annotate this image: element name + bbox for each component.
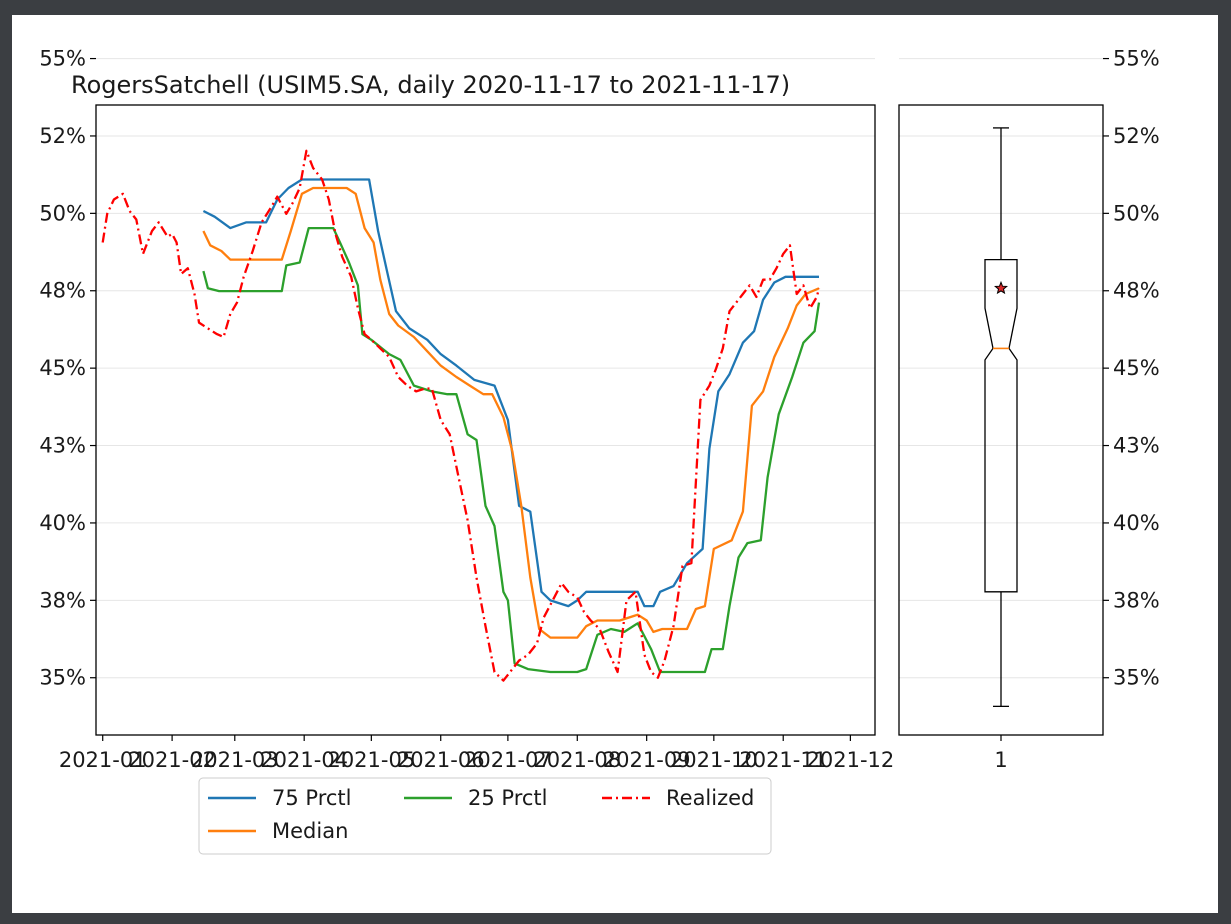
main-y-axis: 35% 38% 40% 43% 45% 48% 50% 52% 55% xyxy=(39,47,96,690)
box-plot-group xyxy=(984,127,1018,708)
series-line-median xyxy=(202,186,820,639)
box-y-axis: 35% 38% 40% 43% 45% 48% 50% 52% 55% xyxy=(1103,47,1160,690)
chart-svg: RogersSatchell (USIM5.SA, daily 2020-11-… xyxy=(39,47,1160,855)
main-y-tick-label: 45% xyxy=(39,356,86,380)
main-y-tick-label: 40% xyxy=(39,511,86,535)
main-x-tick-label: 2021-08 xyxy=(533,748,621,772)
main-series-group xyxy=(101,149,821,682)
box-body xyxy=(984,258,1018,593)
main-axes-frame xyxy=(95,104,876,736)
box-y-tick-label: 48% xyxy=(1113,279,1160,303)
main-x-tick-label: 2021-05 xyxy=(327,748,415,772)
box-y-tick-label: 38% xyxy=(1113,588,1160,612)
figure-canvas: RogersSatchell (USIM5.SA, daily 2020-11-… xyxy=(12,15,1218,913)
main-x-tick-label: 2021-07 xyxy=(464,748,552,772)
legend-label-75-prctl: 75 Prctl xyxy=(272,786,351,810)
main-y-tick-label: 43% xyxy=(39,434,86,458)
box-x-axis: 1 xyxy=(994,735,1008,772)
main-x-tick-label: 2021-06 xyxy=(397,748,485,772)
box-y-tick-label: 55% xyxy=(1113,47,1160,71)
main-x-tick-label: 2021-11 xyxy=(739,748,827,772)
main-x-tick-label: 2021-10 xyxy=(670,748,758,772)
box-y-tick-label: 45% xyxy=(1113,356,1160,380)
main-x-tick-label: 2021-04 xyxy=(260,748,348,772)
main-y-tick-label: 35% xyxy=(39,666,86,690)
main-x-tick-label: 2021-01 xyxy=(59,748,147,772)
main-gridlines xyxy=(96,58,875,679)
legend-label-25-prctl: 25 Prctl xyxy=(468,786,547,810)
main-x-tick-label: 2021-02 xyxy=(128,748,216,772)
main-x-tick-label: 2021-12 xyxy=(807,748,895,772)
main-y-tick-label: 52% xyxy=(39,124,86,148)
main-x-axis: 2021-012021-022021-032021-042021-052021-… xyxy=(59,735,894,772)
series-line-75-prctl xyxy=(202,178,819,608)
box-y-tick-label: 52% xyxy=(1113,124,1160,148)
legend: 75 Prctl Median 25 Prctl Realized xyxy=(198,777,772,855)
box-x-tick-label: 1 xyxy=(994,748,1007,772)
box-y-tick-label: 40% xyxy=(1113,511,1160,535)
series-line-25-prctl xyxy=(202,226,821,674)
box-y-tick-label: 50% xyxy=(1113,201,1160,225)
legend-label-median: Median xyxy=(272,819,348,843)
main-y-tick-label: 55% xyxy=(39,47,86,71)
main-y-tick-label: 50% xyxy=(39,201,86,225)
main-x-tick-label: 2021-03 xyxy=(191,748,279,772)
series-line-realized xyxy=(101,149,821,682)
box-y-tick-label: 35% xyxy=(1113,666,1160,690)
main-y-tick-label: 38% xyxy=(39,588,86,612)
box-mean-star-icon xyxy=(994,280,1008,295)
chart-title: RogersSatchell (USIM5.SA, daily 2020-11-… xyxy=(71,71,790,99)
box-y-tick-label: 43% xyxy=(1113,434,1160,458)
legend-label-realized: Realized xyxy=(666,786,754,810)
main-x-tick-label: 2021-09 xyxy=(603,748,691,772)
main-y-tick-label: 48% xyxy=(39,279,86,303)
